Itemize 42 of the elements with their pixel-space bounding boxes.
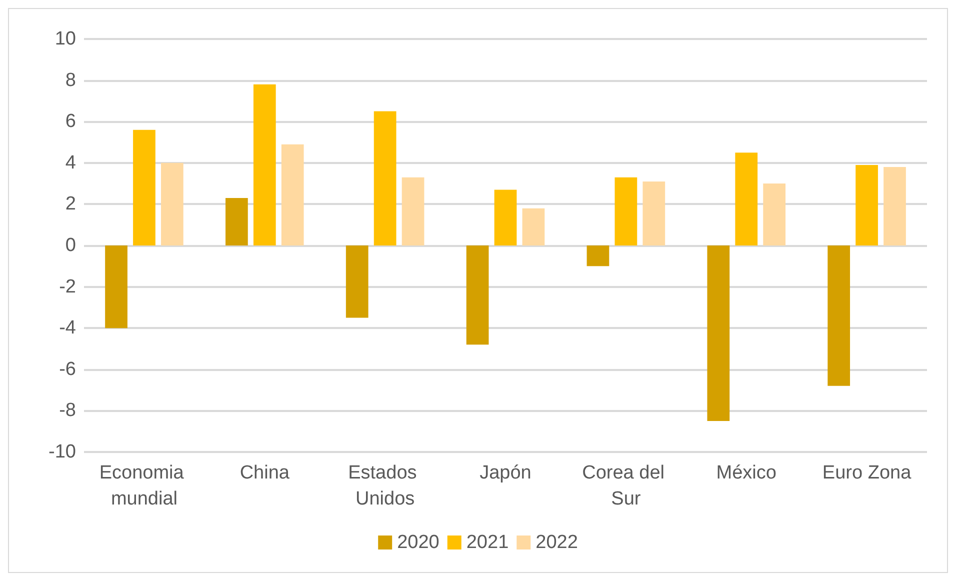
bar <box>707 246 730 422</box>
x-tick-label: Economia mundial <box>99 462 190 510</box>
y-tick-label: -4 <box>59 318 76 339</box>
y-tick-label: -2 <box>59 276 76 298</box>
y-tick-label: 6 <box>65 111 76 132</box>
bar <box>281 144 304 246</box>
bar <box>160 162 184 246</box>
bar <box>522 208 545 246</box>
y-tick-label: 0 <box>65 235 76 256</box>
bar <box>884 167 906 246</box>
bar <box>346 246 368 318</box>
y-tick-label: 10 <box>54 28 76 50</box>
y-tick-label: -10 <box>48 442 76 462</box>
x-tick-label: Euro Zona <box>822 462 912 484</box>
y-tick-label: 2 <box>65 194 76 215</box>
x-tick-label: China <box>240 462 290 484</box>
bar <box>614 177 638 246</box>
x-tick-label: Japón <box>480 462 532 484</box>
bar <box>402 177 424 246</box>
bar <box>466 246 489 345</box>
bar <box>856 164 878 246</box>
legend-label: 2021 <box>466 532 509 553</box>
bar <box>828 246 850 386</box>
y-tick-label: 4 <box>65 152 76 174</box>
bar <box>494 190 517 246</box>
bar <box>586 246 610 266</box>
bar <box>763 184 786 246</box>
x-tick-label: México <box>716 462 776 484</box>
x-tick-label: Corea del Sur <box>582 462 670 510</box>
y-tick-label: -6 <box>59 358 76 380</box>
bar <box>133 130 156 246</box>
x-tick-label: Estados Unidos <box>348 462 422 510</box>
bar <box>374 111 396 246</box>
bar <box>735 152 758 246</box>
bar <box>642 181 666 246</box>
bar <box>253 84 276 246</box>
legend-label: 2022 <box>536 532 578 553</box>
bar <box>226 198 248 246</box>
bar <box>105 246 128 328</box>
y-tick-label: 8 <box>65 70 76 91</box>
y-tick-label: -8 <box>59 400 76 422</box>
legend-label: 2020 <box>397 532 440 553</box>
